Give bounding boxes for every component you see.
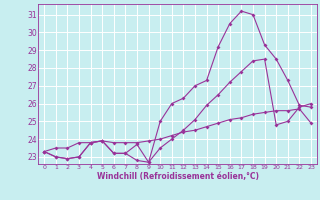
X-axis label: Windchill (Refroidissement éolien,°C): Windchill (Refroidissement éolien,°C): [97, 172, 259, 181]
